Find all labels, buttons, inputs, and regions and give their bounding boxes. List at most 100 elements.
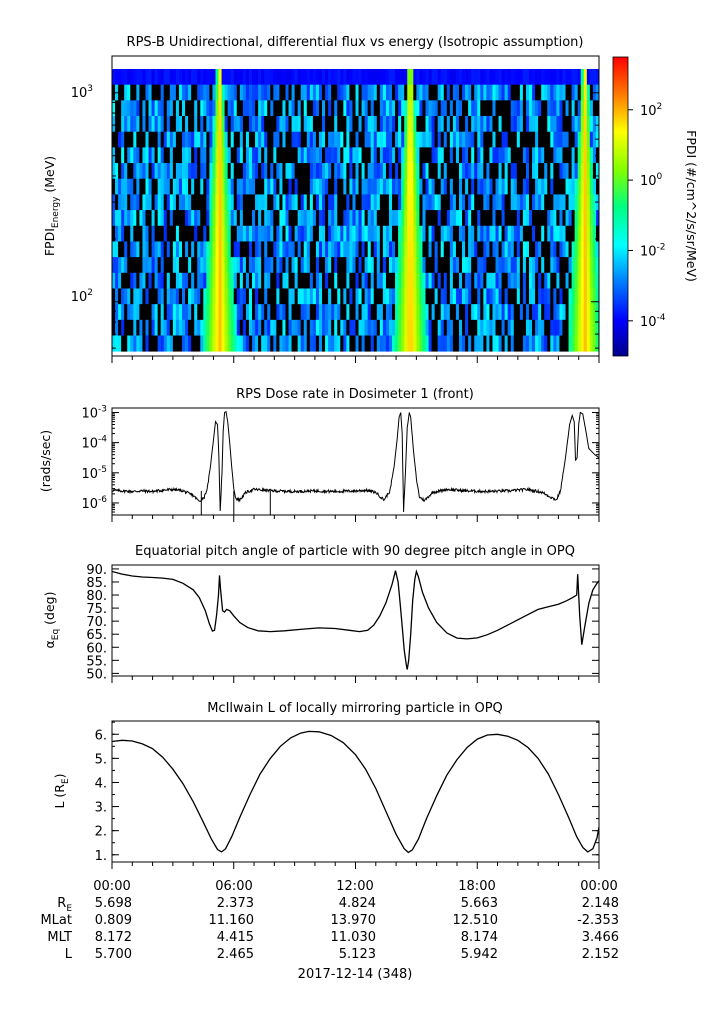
heatmap-cell	[236, 68, 241, 86]
heatmap-cell	[516, 178, 521, 195]
heatmap-cell	[568, 319, 572, 336]
heatmap-cell	[455, 225, 460, 242]
heatmap-cell	[130, 288, 134, 305]
heatmap-cell	[556, 210, 560, 227]
heatmap-cell	[559, 100, 563, 117]
heatmap-cell	[118, 163, 122, 180]
heatmap-cell	[443, 288, 448, 305]
heatmap-cell	[395, 163, 399, 180]
heatmap-cell	[486, 178, 490, 195]
heatmap-cell	[121, 241, 125, 258]
heatmap-cell	[556, 131, 560, 148]
heatmap-cell	[513, 319, 518, 336]
heatmap-cell	[462, 100, 466, 117]
heatmap-cell	[358, 210, 362, 227]
heatmap-cell	[474, 241, 478, 258]
heatmap-cell	[212, 116, 216, 133]
ephem-value: 5.698	[95, 896, 132, 911]
heatmap-cell	[577, 335, 582, 352]
heatmap-cell	[169, 147, 174, 164]
heatmap-cell	[364, 241, 369, 258]
heatmap-cell	[541, 210, 545, 227]
heatmap-cell	[188, 163, 192, 180]
heatmap-cell	[218, 272, 222, 289]
heatmap-cell	[306, 304, 311, 321]
heatmap-cell	[501, 68, 506, 86]
heatmap-cell	[157, 147, 162, 164]
heatmap-cell	[148, 210, 152, 227]
heatmap-cell	[364, 147, 369, 164]
heatmap-cell	[124, 210, 128, 227]
heatmap-cell	[322, 84, 326, 101]
heatmap-cell	[297, 225, 302, 242]
heatmap-cell	[133, 147, 137, 164]
heatmap-cell	[127, 210, 131, 227]
heatmap-cell	[163, 163, 168, 180]
heatmap-cell	[139, 272, 143, 289]
heatmap-cell	[294, 163, 299, 180]
heatmap-cell	[178, 288, 183, 305]
heatmap-cell	[309, 288, 314, 305]
heatmap-cell	[340, 272, 344, 289]
heatmap-cell	[422, 241, 426, 258]
heatmap-cell	[245, 288, 250, 305]
heatmap-cell	[242, 304, 247, 321]
heatmap-cell	[577, 131, 582, 148]
heatmap-cell	[267, 288, 271, 305]
heatmap-cell	[355, 304, 359, 321]
heatmap-cell	[252, 194, 256, 211]
heatmap-cell	[443, 163, 448, 180]
heatmap-cell	[340, 116, 344, 133]
ephem-row-l: L 5.700 2.465 5.123 5.942 2.152	[65, 947, 619, 962]
heatmap-cell	[492, 84, 496, 101]
heatmap-cell	[532, 194, 536, 211]
heatmap-cell	[133, 335, 137, 352]
heatmap-cell	[291, 178, 296, 195]
heatmap-cell	[133, 68, 137, 86]
heatmap-cell	[395, 288, 399, 305]
heatmap-cell	[404, 163, 408, 180]
heatmap-cell	[160, 319, 165, 336]
heatmap-cell	[325, 257, 329, 274]
heatmap-cell	[544, 288, 548, 305]
heatmap-cell	[221, 194, 226, 211]
heatmap-cell	[124, 116, 128, 133]
heatmap-cell	[230, 100, 235, 117]
heatmap-cell	[175, 288, 180, 305]
heatmap-cell	[227, 163, 232, 180]
ephem-value: 11.030	[331, 930, 377, 945]
heatmap-cell	[440, 257, 445, 274]
heatmap-cell	[519, 84, 524, 101]
heatmap-cell	[477, 116, 481, 133]
heatmap-cell	[468, 68, 472, 86]
heatmap-cell	[166, 131, 171, 148]
heatmap-cell	[455, 304, 460, 321]
heatmap-cell	[151, 335, 156, 352]
heatmap-cell	[379, 257, 384, 274]
heatmap-cell	[401, 68, 405, 86]
heatmap-cell	[124, 304, 128, 321]
heatmap-cell	[233, 272, 238, 289]
heatmap-cell	[501, 319, 506, 336]
heatmap-cell	[115, 116, 119, 133]
heatmap-cell	[334, 147, 338, 164]
heatmap-cell	[407, 335, 411, 352]
heatmap-cell	[133, 272, 137, 289]
heatmap-cell	[282, 241, 286, 258]
heatmap-cell	[166, 288, 171, 305]
heatmap-cell	[315, 178, 320, 195]
heatmap-cell	[227, 100, 232, 117]
heatmap-cell	[446, 84, 451, 101]
heatmap-cell	[379, 68, 384, 86]
heatmap-cell	[136, 100, 140, 117]
heatmap-cell	[209, 225, 213, 242]
heatmap-cell	[121, 304, 125, 321]
heatmap-cell	[200, 241, 204, 258]
heatmap-cell	[544, 257, 548, 274]
heatmap-cell	[303, 100, 308, 117]
heatmap-cell	[203, 335, 207, 352]
heatmap-cell	[200, 288, 204, 305]
heatmap-cell	[288, 163, 292, 180]
ephem-value: 2.465	[217, 947, 254, 962]
heatmap-cell	[489, 304, 493, 321]
